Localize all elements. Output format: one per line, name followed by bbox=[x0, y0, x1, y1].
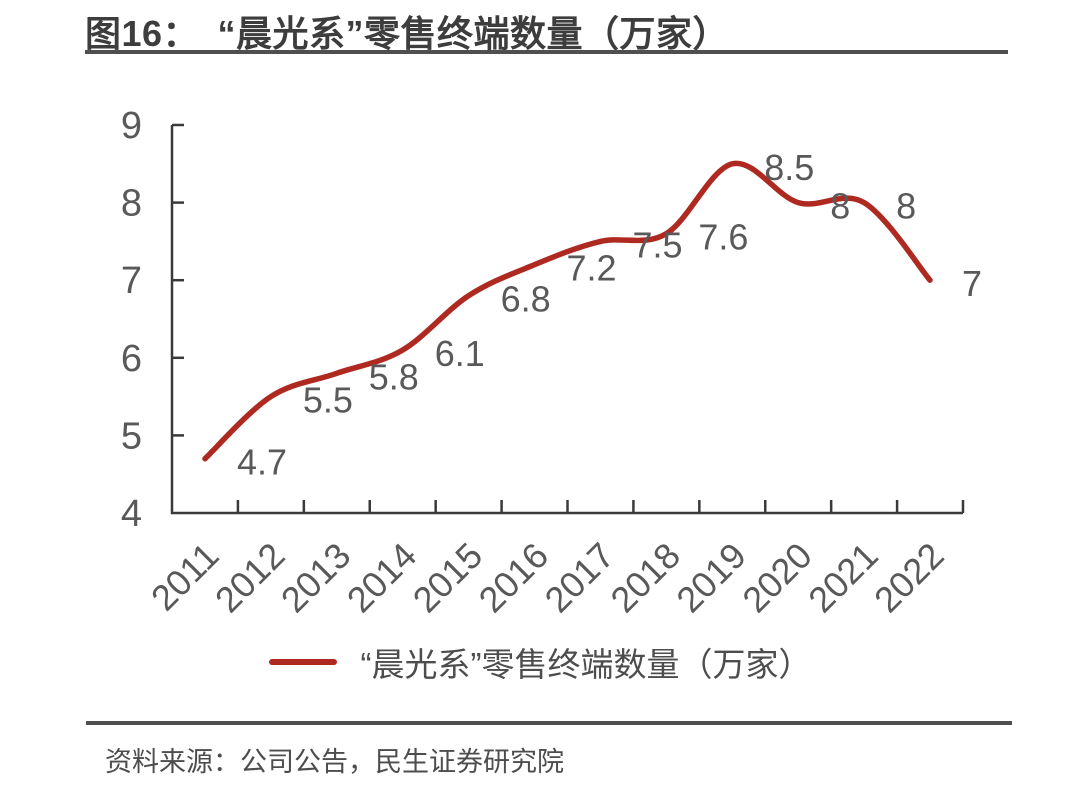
x-tick-label: 2021 bbox=[800, 535, 886, 621]
legend-label: “晨光系”零售终端数量（万家） bbox=[360, 646, 812, 683]
y-tick-label: 5 bbox=[121, 415, 142, 457]
figure-title: 图16： “晨光系”零售终端数量（万家） bbox=[85, 13, 730, 54]
data-label: 7.2 bbox=[567, 248, 617, 289]
x-tick-label: 2022 bbox=[866, 535, 952, 621]
data-label: 6.8 bbox=[501, 279, 551, 320]
legend: “晨光系”零售终端数量（万家） bbox=[0, 641, 1080, 683]
y-tick-label: 6 bbox=[121, 338, 142, 380]
data-label: 8 bbox=[830, 186, 850, 227]
data-label: 8.5 bbox=[764, 147, 814, 188]
data-label: 5.5 bbox=[303, 380, 353, 421]
x-tick-label: 2014 bbox=[339, 535, 425, 621]
source-note: 资料来源：公司公告，民生证券研究院 bbox=[105, 747, 564, 777]
y-tick-label: 4 bbox=[121, 493, 142, 535]
data-label: 5.8 bbox=[369, 356, 419, 397]
x-tick-label: 2016 bbox=[471, 535, 557, 621]
legend-line-swatch bbox=[268, 659, 337, 665]
x-tick-label: 2020 bbox=[734, 535, 820, 621]
x-tick-label: 2011 bbox=[143, 535, 227, 619]
title-rule bbox=[85, 50, 1008, 54]
axis-lines bbox=[170, 125, 963, 515]
footer-rule bbox=[86, 721, 1012, 725]
x-tick-label: 2019 bbox=[668, 535, 754, 621]
x-tick-label: 2012 bbox=[207, 535, 293, 621]
data-label: 4.7 bbox=[237, 442, 287, 483]
y-tick-label: 8 bbox=[121, 183, 142, 225]
data-label: 8 bbox=[896, 186, 916, 227]
data-label: 7 bbox=[962, 263, 982, 304]
y-tick-label: 7 bbox=[121, 260, 142, 302]
data-label: 7.5 bbox=[632, 224, 682, 265]
data-label: 7.6 bbox=[698, 217, 748, 258]
x-tick-label: 2015 bbox=[405, 535, 491, 621]
data-label: 6.1 bbox=[435, 333, 485, 374]
x-tick-label: 2017 bbox=[536, 535, 622, 621]
series-line bbox=[202, 160, 933, 462]
x-tick-label: 2013 bbox=[273, 535, 359, 621]
x-tick-label: 2018 bbox=[602, 535, 688, 621]
y-tick-label: 9 bbox=[121, 105, 142, 147]
